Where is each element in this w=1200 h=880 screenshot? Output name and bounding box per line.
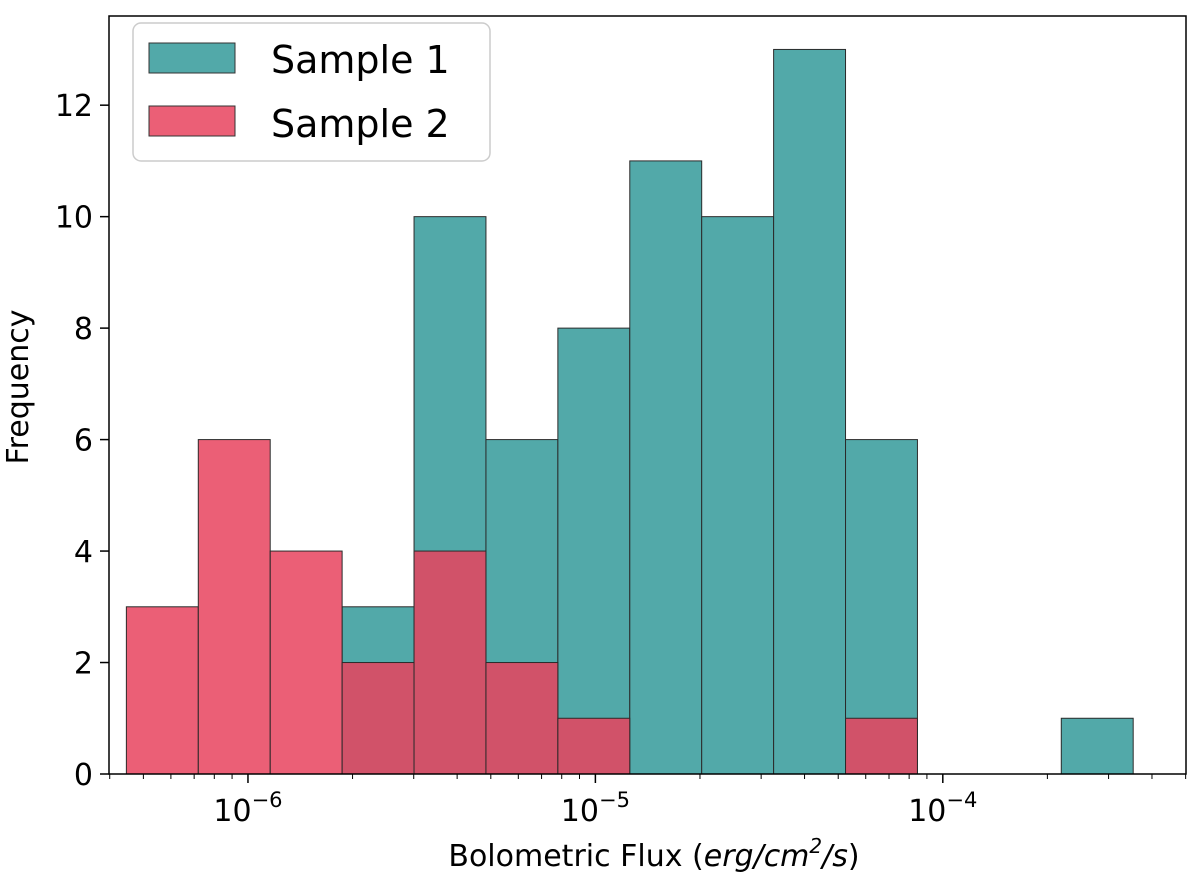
y-tick-label: 12 — [55, 89, 93, 124]
y-tick-label: 2 — [74, 647, 93, 682]
legend: Sample 1 Sample 2 — [132, 22, 491, 162]
legend-label-sample-2: Sample 2 — [271, 102, 450, 146]
bar-sample-2-bin-3 — [341, 662, 415, 775]
bar-sample-2-bin-1 — [197, 439, 271, 775]
y-tick-label: 0 — [74, 758, 93, 793]
y-tick-label: 8 — [74, 312, 93, 347]
legend-swatch-sample-2 — [148, 105, 236, 137]
x-tick-label: 10−6 — [213, 788, 282, 829]
plot-frame — [108, 15, 1187, 775]
bar-sample-1-bin-9 — [773, 48, 847, 775]
y-axis-title: Frequency — [1, 310, 36, 465]
sample-2-bars — [125, 439, 918, 775]
y-tick-label: 10 — [55, 201, 93, 236]
y-tick-label: 4 — [74, 535, 93, 570]
bar-sample-1-bin-8 — [701, 216, 775, 775]
bar-sample-1-bin-13 — [1060, 717, 1134, 775]
bar-sample-2-bin-10 — [845, 717, 918, 775]
bar-sample-2-bin-4 — [413, 550, 487, 775]
x-axis-title: Bolometric Flux (erg/cm2/s) — [448, 834, 859, 874]
legend-swatch-sample-1 — [148, 42, 236, 74]
bar-sample-2-bin-2 — [269, 550, 343, 775]
bar-sample-2-bin-6 — [557, 717, 631, 775]
x-tick-label: 10−5 — [561, 788, 630, 829]
bar-sample-2-bin-0 — [125, 606, 199, 775]
bar-sample-1-bin-6 — [557, 327, 631, 775]
x-tick-label: 10−4 — [908, 788, 977, 829]
legend-label-sample-1: Sample 1 — [271, 38, 450, 82]
bar-sample-1-bin-7 — [629, 160, 703, 775]
bar-sample-2-bin-5 — [485, 662, 559, 775]
axes: 0 2 4 6 8 10 12 10−6 10−5 10−4 — [55, 15, 1187, 829]
y-tick-label: 6 — [74, 424, 93, 459]
